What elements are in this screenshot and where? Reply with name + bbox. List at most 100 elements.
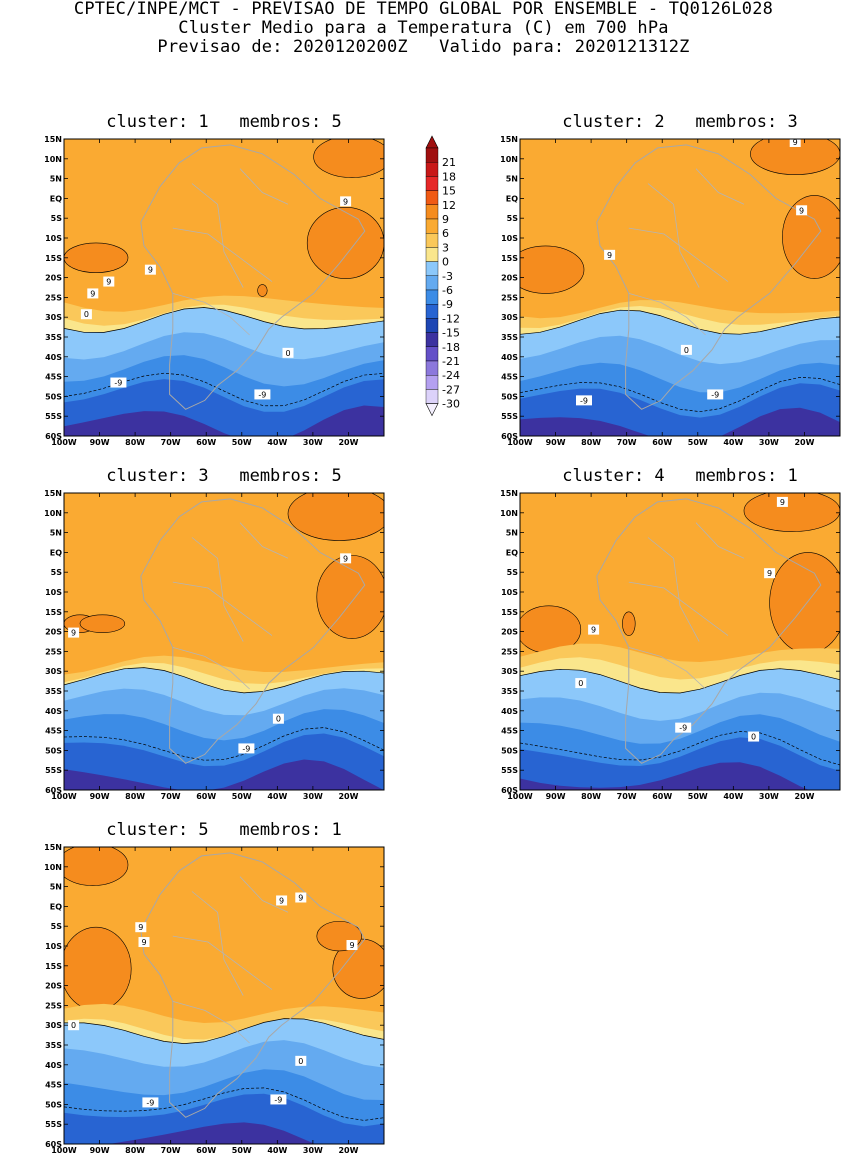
contour-label-box xyxy=(748,731,760,742)
lat-label: 10N xyxy=(44,863,62,872)
colorbar-label: 6 xyxy=(442,227,449,240)
lon-label: 70W xyxy=(617,438,637,447)
lon-label: 20W xyxy=(338,792,358,801)
lat-label: 25S xyxy=(45,293,62,302)
lat-label: 45S xyxy=(501,373,518,382)
contour-label: 9 xyxy=(793,138,798,147)
contour-label: -9 xyxy=(242,744,250,753)
lat-label: 5S xyxy=(51,214,63,223)
warm-region xyxy=(316,555,384,639)
colorbar-top-arrow xyxy=(425,135,439,149)
contour-label-box xyxy=(295,892,307,903)
coastline xyxy=(596,498,822,764)
lat-label: 35S xyxy=(501,333,518,342)
lat-label: EQ xyxy=(506,194,518,203)
contour-label-box xyxy=(68,627,80,638)
lon-label: 30W xyxy=(759,792,779,801)
lat-label: 15N xyxy=(44,843,62,852)
lon-label: 70W xyxy=(161,792,181,801)
colorbar-swatch xyxy=(425,218,439,234)
lat-label: 50S xyxy=(501,746,518,755)
colorbar-swatch xyxy=(425,346,439,362)
lon-label: 80W xyxy=(125,438,145,447)
lon-label: 90W xyxy=(90,1146,110,1155)
lat-label: 10N xyxy=(500,509,518,518)
contour-minus-nine xyxy=(64,727,384,761)
contour-minus-nine xyxy=(64,1087,384,1121)
lon-label: 90W xyxy=(546,792,566,801)
lon-label: 100W xyxy=(507,792,533,801)
lon-label: 80W xyxy=(125,792,145,801)
lat-label: 35S xyxy=(45,1041,62,1050)
contour-zero xyxy=(64,667,384,694)
contour-label: 9 xyxy=(343,197,348,206)
lon-label: 60W xyxy=(652,792,672,801)
colorbar-swatch xyxy=(425,176,439,191)
contour-label-box xyxy=(135,922,147,933)
country-border xyxy=(172,647,250,690)
warm-region xyxy=(64,242,129,273)
lat-label: 50S xyxy=(45,392,62,401)
colorbar-swatch xyxy=(425,375,439,390)
country-border xyxy=(191,537,244,642)
colorbar-swatch xyxy=(425,318,439,333)
lat-label: 5N xyxy=(506,529,518,538)
lat-label: EQ xyxy=(50,548,62,557)
colorbar-swatch xyxy=(425,304,439,319)
temperature-band xyxy=(64,759,384,790)
title-line-3: Previsao de: 2020120200Z Valido para: 20… xyxy=(157,37,690,57)
colorbar-swatch xyxy=(425,389,439,404)
lat-label: 50S xyxy=(45,1100,62,1109)
contour-label-box xyxy=(87,288,99,299)
colorbar-label: -9 xyxy=(442,298,453,311)
lat-label: 15N xyxy=(500,489,518,498)
map-panel-3: 9 9 0 -9 15N 10N 5N EQ 5S 10S 15S 20S 25S 30S 35S 40S 45… xyxy=(44,489,385,801)
lat-label: 5N xyxy=(50,175,62,184)
figure-header: CPTEC/INPE/MCT - PREVISAO DE TEMPO GLOBA… xyxy=(0,0,847,57)
lat-label: 15S xyxy=(45,962,62,971)
panel-title-5: cluster: 5 membros: 1 xyxy=(106,820,342,840)
contour-label-box xyxy=(789,139,801,147)
lon-label: 40W xyxy=(723,792,743,801)
warm-region xyxy=(769,552,840,654)
lat-label: 20S xyxy=(45,628,62,637)
colorbar-label: 0 xyxy=(442,256,449,269)
title-line-2: Cluster Medio para a Temperatura (C) em … xyxy=(178,18,669,38)
warm-region xyxy=(782,195,840,279)
contour-label: 9 xyxy=(279,896,284,905)
lat-label: 45S xyxy=(501,727,518,736)
contour-label: 9 xyxy=(148,266,153,275)
lat-label: 20S xyxy=(45,982,62,991)
lat-label: 20S xyxy=(45,274,62,283)
contour-label-box xyxy=(142,1097,159,1108)
lat-label: 15S xyxy=(45,254,62,263)
lat-label: 15S xyxy=(501,254,518,263)
lat-label: 20S xyxy=(501,274,518,283)
country-border xyxy=(628,293,706,336)
contour-label: 9 xyxy=(298,893,303,902)
country-border xyxy=(647,183,700,288)
lat-label: 35S xyxy=(45,333,62,342)
contour-label: 0 xyxy=(298,1057,303,1066)
lat-label: 55S xyxy=(45,766,62,775)
coastline xyxy=(140,852,366,1118)
lat-label: 20S xyxy=(501,628,518,637)
lon-label: 90W xyxy=(90,792,110,801)
contour-label-box xyxy=(675,722,692,733)
colorbar-swatch xyxy=(425,147,439,163)
map-panel-2: 9 9 9 0 -9 -9 15N 10N 5N EQ 5S 10S 15S 20S 25S 30S 35S 40… xyxy=(500,135,841,447)
colorbar-label: 21 xyxy=(442,156,456,169)
map-frame xyxy=(519,138,841,437)
lon-label: 80W xyxy=(581,438,601,447)
lat-label: 10S xyxy=(501,234,518,243)
contour-label-box xyxy=(576,395,592,406)
map-frame xyxy=(63,492,385,791)
lat-label: 35S xyxy=(45,687,62,696)
lat-label: 60S xyxy=(45,1140,62,1149)
lon-label: 20W xyxy=(794,438,814,447)
lat-label: 50S xyxy=(501,392,518,401)
lon-label: 80W xyxy=(581,792,601,801)
contour-label: 9 xyxy=(780,498,785,507)
lat-label: 25S xyxy=(45,647,62,656)
